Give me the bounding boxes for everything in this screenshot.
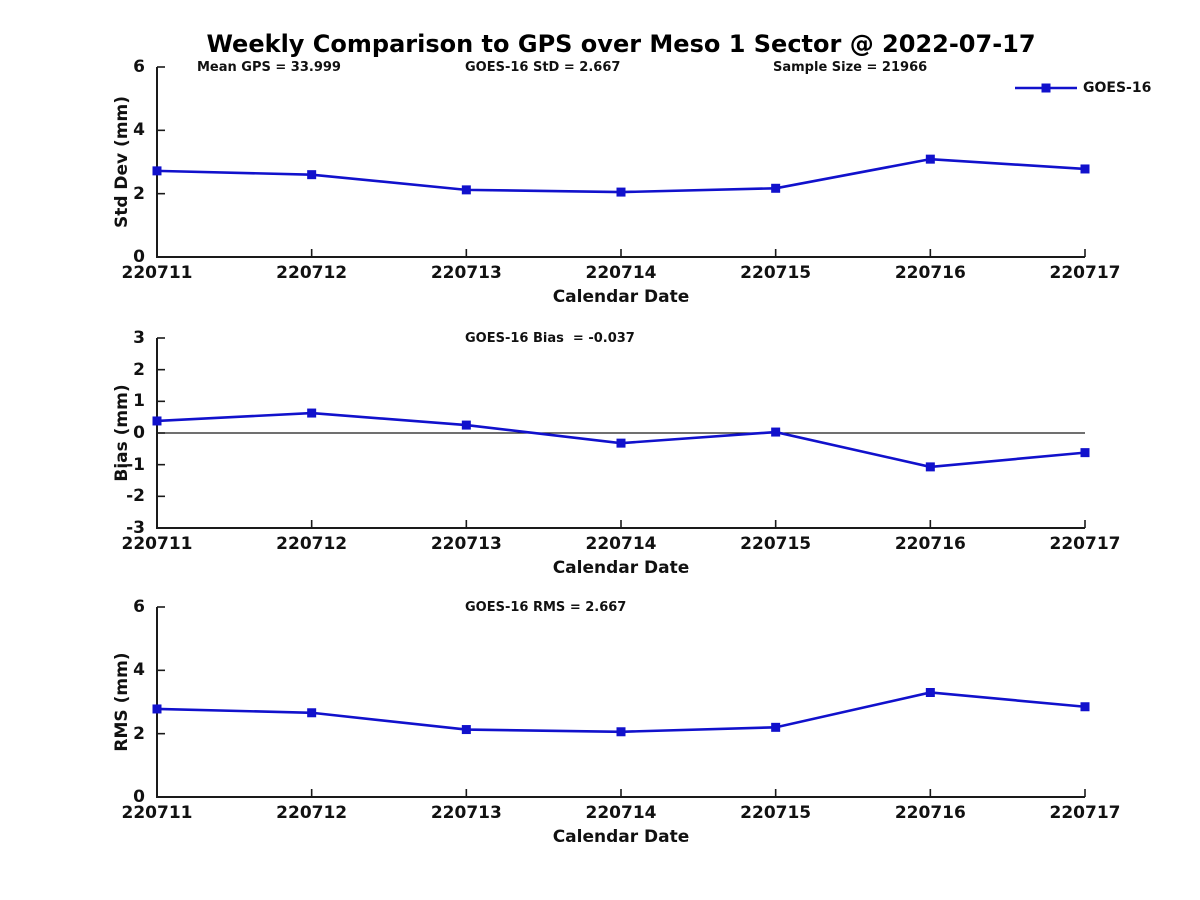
x-tick-label: 220711 <box>121 534 193 554</box>
data-point-marker <box>307 708 317 718</box>
y-tick-label: 0 <box>133 787 145 807</box>
x-tick-label: 220711 <box>121 803 193 823</box>
sample-size-annotation: Sample Size = 21966 <box>773 60 928 75</box>
x-tick-label: 220717 <box>1049 263 1121 283</box>
data-point-marker <box>461 185 471 195</box>
goes16-rms-annotation: GOES-16 RMS = 2.667 <box>465 600 627 615</box>
mean-gps-annotation: Mean GPS = 33.999 <box>197 60 341 75</box>
x-tick-label: 220712 <box>276 263 348 283</box>
x-tick-label: 220711 <box>121 263 193 283</box>
data-point-marker <box>461 725 471 735</box>
data-point-marker <box>616 438 626 448</box>
y-tick-label: 2 <box>133 359 145 380</box>
x-tick-label: 220715 <box>740 803 812 823</box>
goes16-std-annotation: GOES-16 StD = 2.667 <box>465 60 621 75</box>
y-tick-label: 2 <box>133 723 145 744</box>
goes16-bias-annotation: GOES-16 Bias = -0.037 <box>465 331 635 346</box>
data-point-marker <box>152 166 162 176</box>
x-tick-label: 220713 <box>430 534 502 554</box>
x-tick-label: 220714 <box>585 803 657 823</box>
data-point-marker <box>925 688 935 697</box>
data-point-marker <box>1080 164 1090 174</box>
rms-plot-area <box>152 606 1090 798</box>
y-tick-label: 0 <box>133 247 145 267</box>
x-tick-label: 220717 <box>1049 534 1121 554</box>
y-tick-label: -1 <box>126 454 145 475</box>
rms-subplot: GOES-16 RMS = 2.667 RMS (mm) Calendar Da… <box>0 594 1200 849</box>
data-point-marker <box>307 408 317 418</box>
x-tick-label: 220717 <box>1049 803 1121 823</box>
x-tick-label: 220715 <box>740 263 812 283</box>
y-tick-label: -3 <box>126 518 145 538</box>
data-point-marker <box>461 420 471 430</box>
data-point-marker <box>925 154 935 164</box>
data-point-marker <box>307 170 317 180</box>
y-tick-label: 0 <box>133 423 145 443</box>
x-tick-label: 220714 <box>585 263 657 283</box>
data-point-marker <box>616 187 626 197</box>
x-tick-label: 220716 <box>894 534 966 554</box>
data-line <box>156 691 1086 734</box>
y-tick-label: 2 <box>133 183 145 204</box>
y-tick-label: -2 <box>126 486 145 507</box>
y-tick-label: 4 <box>133 120 145 141</box>
bias-subplot: GOES-16 Bias = -0.037 Bias (mm) Calendar… <box>0 325 1200 580</box>
y-tick-label: 6 <box>133 57 145 77</box>
stddev-subplot: Mean GPS = 33.999 GOES-16 StD = 2.667 Sa… <box>0 54 1200 309</box>
x-tick-label: 220716 <box>894 263 966 283</box>
x-tick-label: 220713 <box>430 803 502 823</box>
x-tick-label: 220712 <box>276 534 348 554</box>
y-tick-label: 6 <box>133 597 145 617</box>
y-tick-label: 4 <box>133 660 145 681</box>
rms-x-axis-label: Calendar Date <box>552 827 690 847</box>
bias-plot-area <box>152 337 1090 529</box>
x-tick-label: 220714 <box>585 534 657 554</box>
data-point-marker <box>1080 702 1090 712</box>
x-tick-label: 220715 <box>740 534 812 554</box>
data-point-marker <box>152 416 162 426</box>
data-point-marker <box>771 722 781 732</box>
data-line <box>156 157 1086 194</box>
x-tick-label: 220712 <box>276 803 348 823</box>
stddev-x-axis-label: Calendar Date <box>552 287 690 307</box>
legend-label: GOES-16 <box>1083 80 1152 96</box>
x-tick-label: 220716 <box>894 803 966 823</box>
data-point-marker <box>771 183 781 193</box>
y-tick-label: 1 <box>133 391 145 412</box>
stddev-plot-area <box>152 66 1090 258</box>
data-point-marker <box>925 462 935 472</box>
x-tick-label: 220713 <box>430 263 502 283</box>
bias-x-axis-label: Calendar Date <box>552 558 690 578</box>
data-point-marker <box>616 727 626 737</box>
legend-marker <box>1041 83 1051 93</box>
figure-title: Weekly Comparison to GPS over Meso 1 Sec… <box>206 30 1036 58</box>
data-point-marker <box>771 427 781 437</box>
data-point-marker <box>152 704 162 714</box>
y-tick-label: 3 <box>133 328 145 348</box>
data-point-marker <box>1080 448 1090 458</box>
